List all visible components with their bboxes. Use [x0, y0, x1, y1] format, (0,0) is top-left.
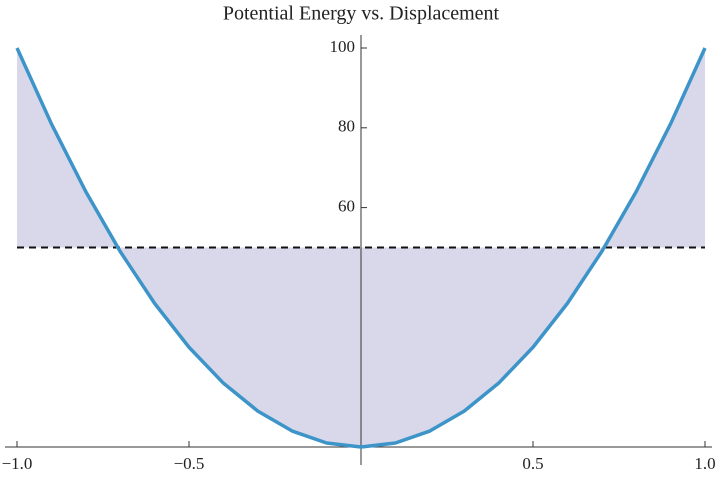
y-tick-label: 100: [330, 37, 356, 56]
y-tick-label: 80: [338, 117, 355, 136]
x-tick-label: −1.0: [2, 454, 33, 473]
curve: [15, 47, 707, 449]
x-tick-label: −0.5: [174, 454, 205, 473]
y-tick-label: 60: [338, 197, 355, 216]
x-tick-label: 0.5: [522, 454, 543, 473]
x-tick-label: 1.0: [694, 454, 715, 473]
chart-title: Potential Energy vs. Displacement: [223, 3, 500, 25]
